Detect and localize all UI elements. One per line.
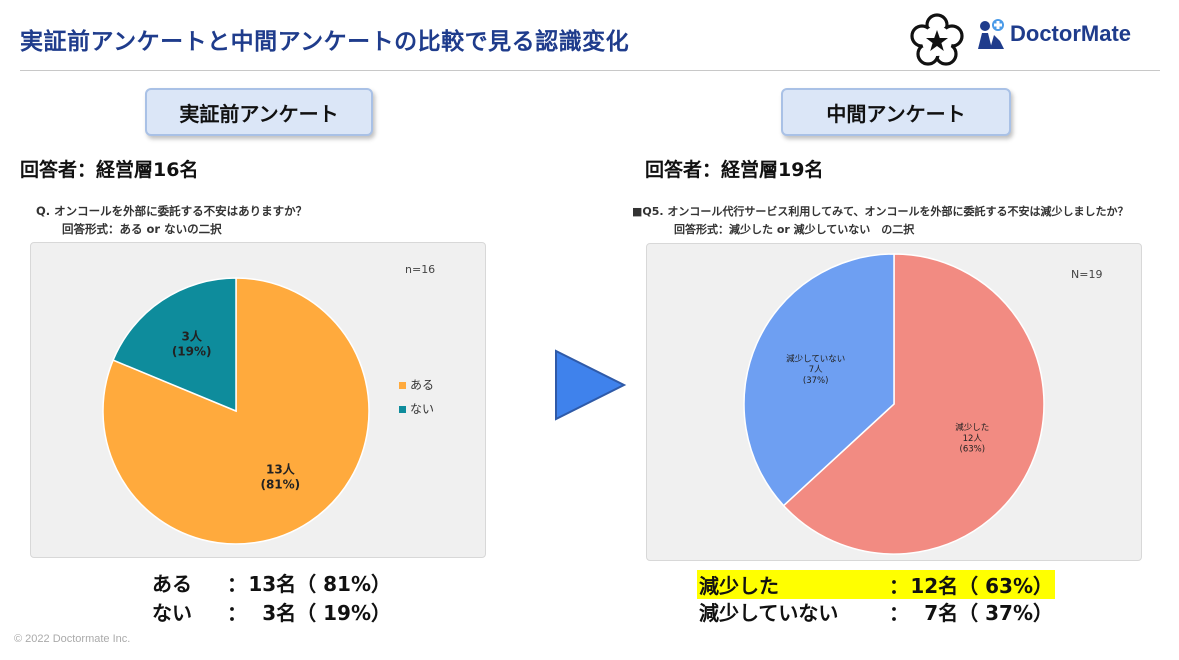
summary-sep: ： (227, 601, 247, 625)
question-before-line1: Q. オンコールを外部に委託する不安はありますか？ (36, 204, 308, 218)
chart-area-before: 13人 (81%) 3人 (19%) n=16 あるない (30, 242, 486, 558)
summary-label: ある (152, 572, 192, 596)
summary-sep: ： (889, 601, 909, 625)
summary-sep: ： (889, 574, 909, 598)
summary-before-row-2: ない ： 3名（ 19%） (152, 597, 391, 626)
page-title: 実証前アンケートと中間アンケートの比較で見る認識変化 (20, 29, 630, 55)
respondents-mid: 回答者：経営層19名 (645, 159, 824, 181)
pie-data-label: 13人 (266, 461, 296, 476)
pie-data-label: (19%) (172, 345, 212, 359)
pie-data-label: 減少した (955, 422, 989, 433)
question-mid-line2: 回答形式：減少した or 減少していない の二択 (674, 223, 915, 236)
summary-mid-row-1: 減少した ：12名（ 63%） (697, 570, 1055, 599)
flower-logo-icon (910, 13, 964, 66)
chart-area-mid: 減少した 12人 (63%) 減少していない 7人 (37%) N=19 (646, 243, 1142, 561)
panel-label-before: 実証前アンケート (145, 88, 373, 136)
question-before-line2: 回答形式：ある or ないの二択 (62, 222, 222, 236)
logo-wordmark: DoctorMate (1010, 21, 1132, 46)
pie-data-label: 3人 (181, 329, 202, 344)
summary-highlight: 減少した ：12名（ 63%） (697, 570, 1055, 599)
pie-data-label: 12人 (963, 434, 983, 444)
respondents-before: 回答者：経営層16名 (20, 159, 199, 181)
legend-label: ない (410, 402, 434, 416)
panel-label-mid: 中間アンケート (781, 88, 1011, 136)
pie-data-label: 減少していない (786, 354, 845, 365)
pie-data-label: (81%) (260, 477, 300, 491)
summary-label: 減少していない (699, 601, 839, 625)
copyright-text: © 2022 Doctormate Inc. (14, 633, 131, 645)
doctormate-mark-icon (978, 19, 1004, 49)
doctormate-logo: DoctorMate (976, 14, 1131, 54)
sample-size-label: N=19 (1071, 268, 1102, 281)
legend-swatch (399, 406, 406, 413)
question-mid-line1: ■Q5. オンコール代行サービス利用してみて、オンコールを外部に委託する不安は減… (632, 205, 1129, 218)
summary-before-row-1: ある ：13名（ 81%） (152, 568, 391, 597)
summary-label: ない (152, 601, 192, 625)
pie-data-label: (63%) (960, 444, 986, 454)
play-arrow-icon (555, 349, 627, 421)
pie-slice (112, 277, 237, 413)
pie-data-label: 7人 (809, 365, 823, 375)
summary-sep: ： (227, 572, 247, 596)
pie-slice (743, 253, 895, 507)
summary-mid-row-2: 減少していない ： 7名（ 37%） (697, 597, 1055, 626)
legend-swatch (399, 382, 406, 389)
summary-label: 減少した (699, 574, 779, 598)
summary-value: 13名（ 81%） (248, 572, 391, 596)
pie-slice (782, 253, 1045, 555)
summary-value: 12名（ 63%） (910, 574, 1053, 598)
sample-size-label: n=16 (405, 263, 435, 276)
pie-data-label: (37%) (803, 376, 829, 386)
summary-value: 7名（ 37%） (924, 601, 1053, 625)
legend-label: ある (410, 378, 434, 392)
summary-value: 3名（ 19%） (262, 601, 391, 625)
header-divider (20, 70, 1160, 71)
